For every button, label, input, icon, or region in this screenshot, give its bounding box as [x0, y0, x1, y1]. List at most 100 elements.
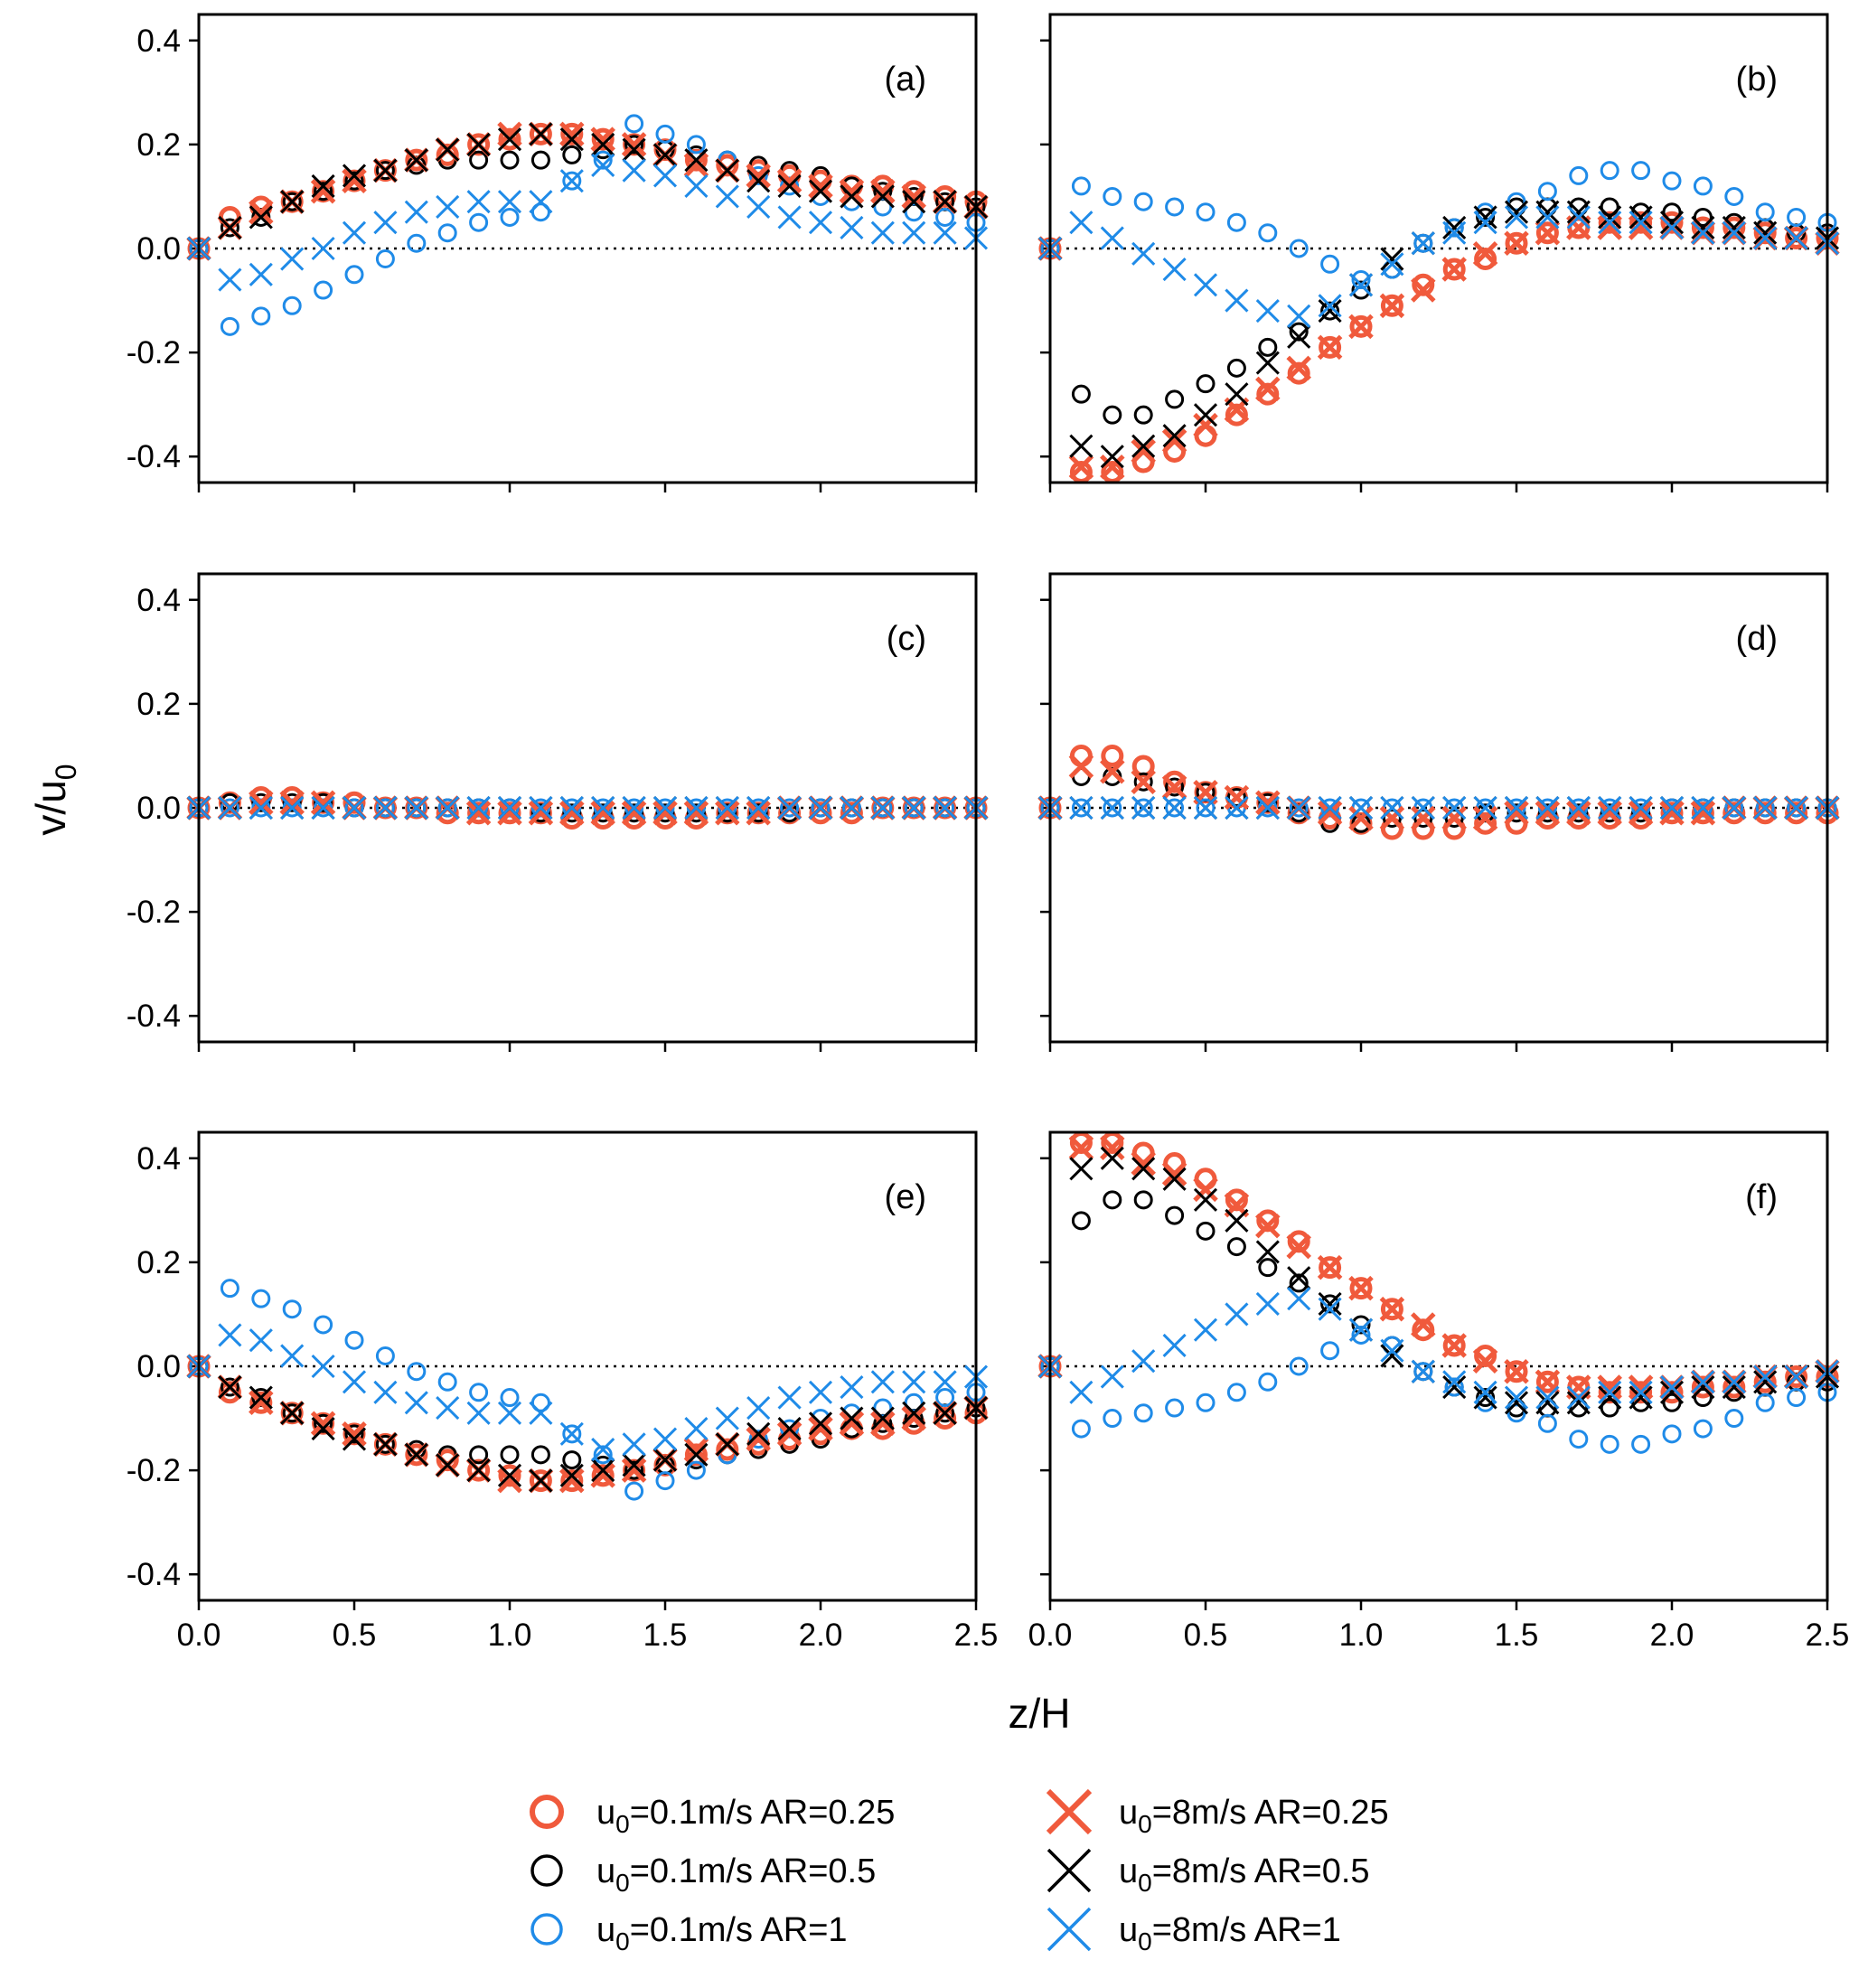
- data-point-circle: [344, 1330, 364, 1350]
- panel-label: (c): [887, 620, 926, 658]
- y-tick-label: 0.0: [136, 1349, 181, 1384]
- data-point-cross: [1225, 1302, 1249, 1327]
- data-point-cross: [1535, 205, 1560, 230]
- data-point-cross: [218, 795, 242, 821]
- data-point-cross: [591, 795, 615, 821]
- data-point-cross: [436, 1453, 460, 1477]
- data-point-circle: [1507, 1398, 1526, 1418]
- data-point-circle: [718, 803, 737, 823]
- y-axis-title: v/u0: [27, 764, 82, 835]
- data-point-cross: [870, 1406, 895, 1430]
- data-point-circle: [655, 803, 675, 823]
- data-point-cross: [465, 800, 492, 826]
- data-point-cross: [1380, 247, 1404, 271]
- data-point-circle: [1787, 207, 1807, 227]
- data-point-circle: [500, 150, 520, 170]
- data-point-cross: [1193, 403, 1218, 427]
- data-point-circle: [1226, 787, 1246, 807]
- data-point-cross: [591, 1458, 615, 1483]
- data-point-cross: [1131, 241, 1156, 266]
- series-o_05: [189, 135, 986, 258]
- data-point-cross: [652, 800, 678, 826]
- data-point-cross: [777, 205, 802, 230]
- data-point-cross: [218, 215, 242, 240]
- data-point-cross: [1411, 231, 1435, 256]
- x-tick-label: 0.0: [1028, 1618, 1073, 1653]
- data-point-circle: [500, 1445, 520, 1465]
- data-point-circle: [344, 1424, 364, 1444]
- data-point-circle: [1631, 1434, 1651, 1454]
- data-point-cross: [684, 1417, 709, 1441]
- data-point-circle: [220, 1377, 239, 1397]
- data-point-cross: [1691, 1374, 1715, 1400]
- data-point-cross: [1472, 240, 1498, 267]
- data-point-cross: [279, 790, 305, 816]
- data-point-cross: [870, 178, 896, 204]
- panel-label: (e): [885, 1178, 926, 1216]
- data-point-circle: [748, 1430, 768, 1449]
- data-point-circle: [1320, 301, 1340, 321]
- data-point-cross: [1535, 800, 1561, 826]
- data-point-cross: [1442, 1370, 1467, 1394]
- data-point-cross: [621, 132, 647, 157]
- series-o_025: [1038, 1131, 1839, 1404]
- data-point-cross: [1722, 1370, 1746, 1394]
- y-tick-label: -0.4: [127, 1557, 181, 1592]
- data-point-circle: [1196, 1221, 1216, 1241]
- data-point-circle: [809, 802, 832, 825]
- data-point-cross: [1690, 800, 1716, 826]
- data-point-circle: [1507, 803, 1526, 823]
- data-point-cross: [311, 1354, 335, 1379]
- legend-item-o_05: u0=0.1m/s AR=0.5: [530, 1852, 876, 1897]
- data-point-cross: [590, 127, 615, 152]
- y-tick-label: 0.2: [136, 687, 181, 722]
- data-point-circle: [1103, 1190, 1122, 1210]
- data-point-cross: [1287, 1287, 1311, 1311]
- data-point-cross: [342, 1421, 367, 1447]
- data-point-circle: [282, 192, 302, 211]
- data-point-cross: [559, 1468, 585, 1494]
- series-o_05: [1040, 1190, 1837, 1418]
- legend-label: u0=8m/s AR=0.25: [1119, 1794, 1389, 1838]
- data-point-cross: [249, 199, 274, 225]
- data-point-circle: [1693, 1419, 1713, 1439]
- data-point-circle: [436, 143, 459, 166]
- data-point-circle: [218, 1381, 241, 1404]
- data-point-circle: [405, 148, 428, 172]
- data-point-circle: [251, 1289, 271, 1308]
- data-point-circle: [1165, 1205, 1185, 1225]
- data-point-circle: [904, 1393, 924, 1412]
- data-point-circle: [1537, 803, 1557, 823]
- data-point-cross: [1442, 215, 1467, 240]
- data-point-circle: [1785, 802, 1808, 825]
- data-point-circle: [716, 154, 739, 177]
- data-point-cross: [1318, 1297, 1342, 1321]
- data-point-circle: [1133, 772, 1153, 792]
- data-point-cross: [1287, 1266, 1311, 1290]
- data-point-cross: [1193, 273, 1218, 297]
- data-point-circle: [498, 127, 521, 151]
- series-o_05: [1040, 197, 1837, 425]
- data-point-cross: [466, 132, 491, 156]
- data-point-cross: [1566, 1385, 1591, 1410]
- series-o_025: [187, 122, 988, 260]
- legend-label: u0=0.1m/s AR=0.5: [596, 1852, 876, 1897]
- data-point-circle: [1724, 1409, 1744, 1429]
- y-tick-label: -0.4: [127, 999, 181, 1034]
- data-point-cross: [280, 1401, 305, 1425]
- data-point-circle: [1226, 358, 1246, 378]
- data-point-circle: [1569, 1398, 1589, 1418]
- data-point-circle: [1351, 280, 1371, 300]
- panel-b: (b): [1037, 13, 1840, 492]
- data-point-circle: [593, 803, 613, 823]
- data-point-circle: [1535, 1370, 1559, 1393]
- data-point-cross: [342, 168, 367, 193]
- y-tick-label: 0.4: [136, 583, 181, 618]
- data-point-cross: [1225, 288, 1249, 313]
- y-tick-label: 0.2: [136, 127, 181, 163]
- data-point-cross: [249, 790, 274, 816]
- series-x_1: [186, 795, 989, 821]
- data-point-circle: [1723, 802, 1746, 825]
- data-point-circle: [1351, 1315, 1371, 1335]
- data-point-circle: [1755, 798, 1775, 818]
